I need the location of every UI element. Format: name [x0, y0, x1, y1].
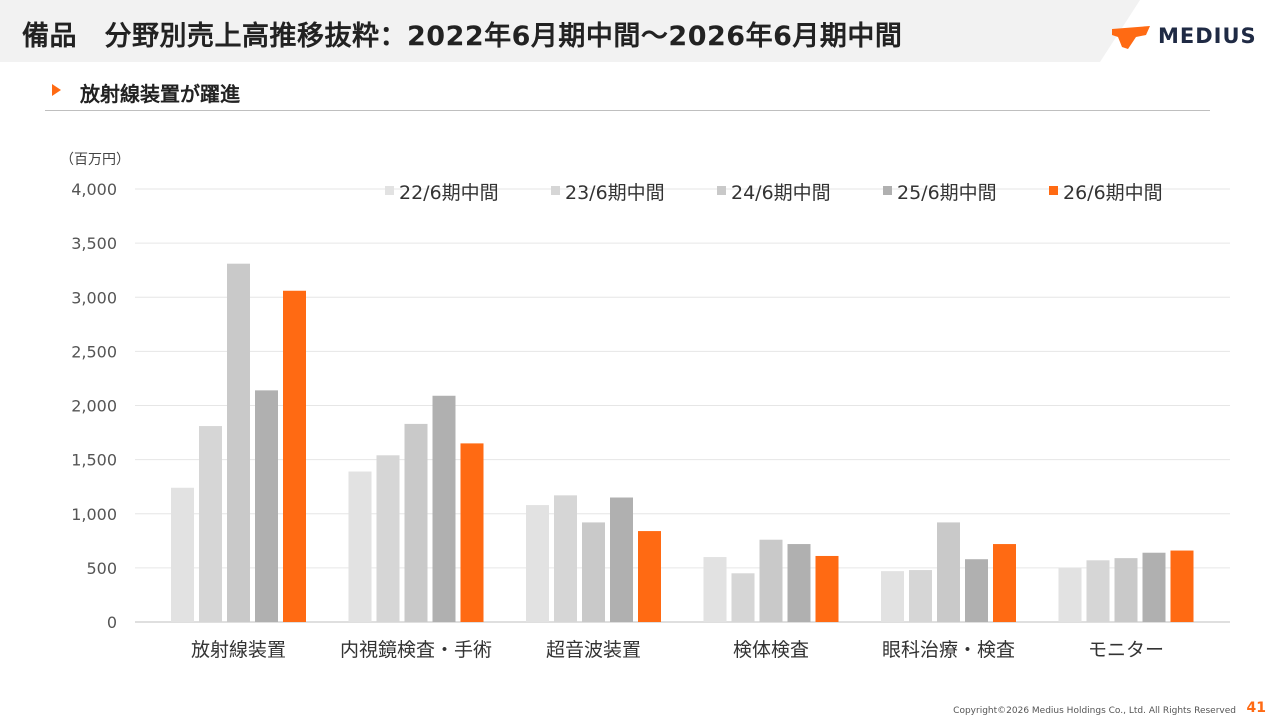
bar [1114, 558, 1138, 622]
y-tick-label: 2,500 [71, 342, 117, 361]
page-number: 41 [1246, 700, 1266, 716]
bar [993, 544, 1016, 622]
bar [376, 455, 400, 622]
x-category-label: 内視鏡検査・手術 [340, 639, 492, 661]
y-tick-label: 4,000 [71, 180, 117, 199]
x-category-label: 放射線装置 [191, 639, 286, 661]
logo-text: MEDIUS [1158, 24, 1257, 48]
bar [731, 573, 755, 622]
bar [610, 497, 633, 622]
y-tick-label: 500 [86, 559, 117, 578]
legend-swatch [717, 186, 726, 195]
bar [1170, 550, 1194, 622]
legend-swatch [551, 186, 560, 195]
bar [1142, 552, 1166, 622]
bar [787, 544, 811, 622]
bar [283, 290, 306, 622]
y-tick-label: 1,000 [71, 505, 117, 524]
page-title: 備品 分野別売上高推移抜粋：2022年6月期中間～2026年6月期中間 [22, 21, 903, 52]
legend-label: 23/6期中間 [565, 182, 665, 204]
bar [1086, 560, 1110, 622]
bar [937, 522, 960, 622]
x-category-label: 超音波装置 [546, 639, 641, 661]
bar [348, 471, 372, 622]
bar [638, 531, 661, 622]
copyright-text: Copyright©2026 Medius Holdings Co., Ltd.… [953, 706, 1236, 716]
bar [526, 505, 549, 622]
legend-swatch [883, 186, 892, 195]
subheading-divider [45, 110, 1210, 111]
bar [432, 395, 456, 622]
bar [171, 487, 194, 622]
legend-label: 24/6期中間 [731, 182, 831, 204]
y-tick-label: 1,500 [71, 451, 117, 470]
bar [909, 570, 932, 622]
bar [554, 495, 577, 622]
triangle-bullet-icon [52, 84, 61, 96]
x-category-label: 眼科治療・検査 [882, 639, 1015, 661]
y-tick-label: 3,000 [71, 288, 117, 307]
bar [965, 559, 988, 622]
liver-logo-icon [1112, 26, 1150, 49]
x-category-label: 検体検査 [733, 639, 809, 661]
legend-label: 26/6期中間 [1063, 182, 1163, 204]
title-band [0, 0, 1140, 62]
legend-swatch [1049, 186, 1058, 195]
y-tick-label: 0 [107, 613, 117, 632]
bar [199, 426, 222, 622]
bar [815, 555, 839, 622]
legend-label: 25/6期中間 [897, 182, 997, 204]
bar [1058, 567, 1082, 622]
bar [582, 522, 605, 622]
medius-logo: MEDIUS [1110, 22, 1260, 52]
bar [460, 443, 484, 622]
legend-label: 22/6期中間 [399, 182, 499, 204]
y-tick-label: 3,500 [71, 234, 117, 253]
bar [759, 539, 783, 622]
bar [404, 423, 428, 622]
subheading-text: 放射線装置が躍進 [80, 82, 240, 106]
bar [703, 557, 727, 622]
x-category-label: モニター [1088, 639, 1164, 661]
bar [255, 390, 278, 622]
bar [881, 571, 904, 622]
legend-swatch [385, 186, 394, 195]
y-tick-label: 2,000 [71, 397, 117, 416]
y-axis-unit-label: （百万円） [60, 152, 130, 168]
bar [227, 263, 250, 622]
